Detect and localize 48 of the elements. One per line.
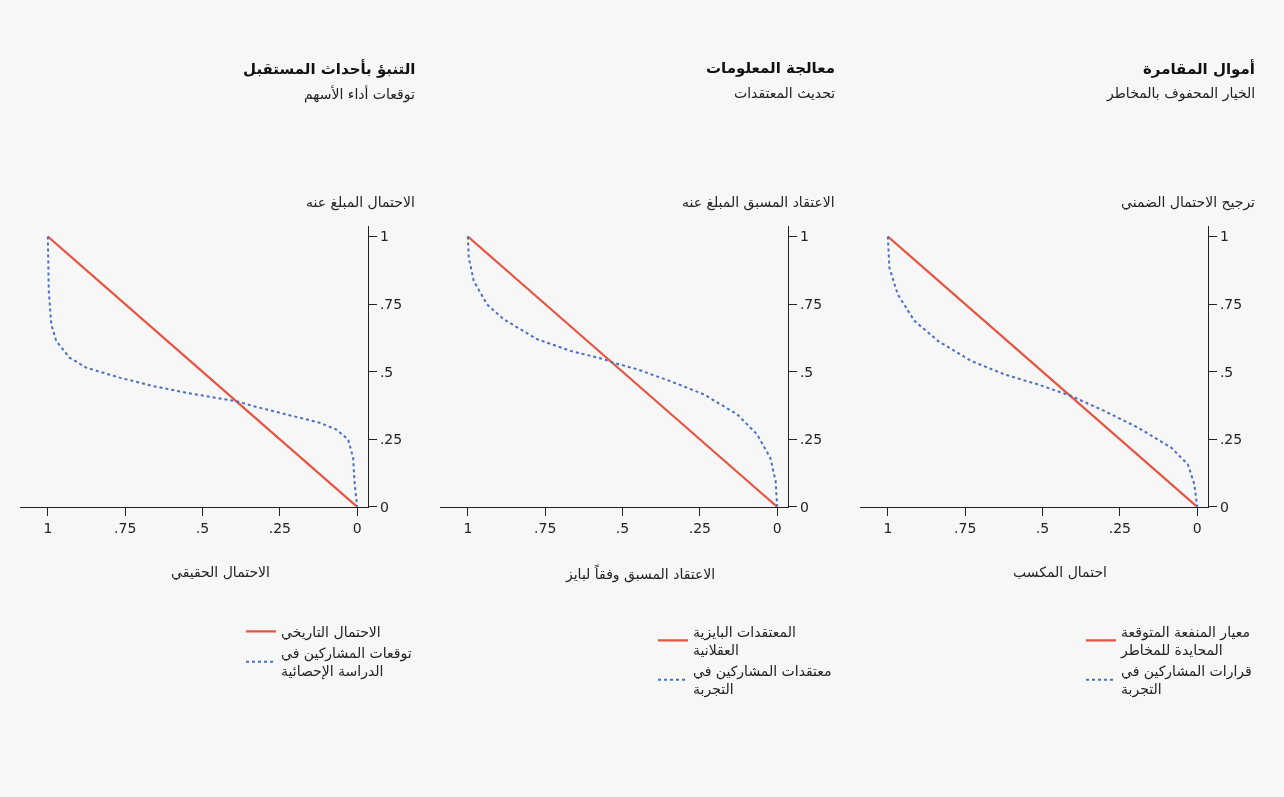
y-tick-label: .25 bbox=[1219, 431, 1243, 448]
y-tick-label: .5 bbox=[799, 363, 814, 380]
x-tick-label: .5 bbox=[615, 519, 630, 536]
y-axis-title: الاعتقاد المسبق المبلغ عنه bbox=[682, 194, 835, 211]
legend-label: الاحتمال التاريخي bbox=[281, 623, 381, 641]
y-tick-label: .25 bbox=[379, 431, 403, 448]
x-tick-label: .75 bbox=[954, 519, 977, 536]
y-tick-label: .75 bbox=[799, 296, 823, 313]
y-tick-label: 0 bbox=[799, 498, 809, 515]
chart-subtitle: توقعات أداء الأسهم bbox=[304, 85, 415, 103]
legend-label: معتقدات المشاركين في التجربة bbox=[693, 663, 832, 699]
y-tick-label: .75 bbox=[379, 296, 403, 313]
x-tick-label: .75 bbox=[534, 519, 557, 536]
x-tick-label: 0 bbox=[1192, 519, 1202, 536]
y-tick-label: 0 bbox=[379, 498, 389, 515]
y-tick-label: 0 bbox=[1219, 498, 1229, 515]
x-tick-label: 1 bbox=[883, 519, 893, 536]
chart-title: معالجة المعلومات bbox=[706, 59, 835, 77]
chart-title: أموال المقامرة bbox=[1143, 59, 1255, 78]
x-tick-label: .5 bbox=[1035, 519, 1050, 536]
legend-label: المعتقدات البايزية العقلانية bbox=[693, 623, 796, 659]
x-tick-label: 0 bbox=[772, 519, 782, 536]
x-tick-label: .75 bbox=[114, 519, 137, 536]
y-axis-title: ترجيح الاحتمال الضمني bbox=[1121, 194, 1256, 211]
x-axis-title: الاعتقاد المسبق وفقاً لبايز bbox=[565, 564, 716, 584]
y-axis-title: الاحتمال المبلغ عنه bbox=[306, 194, 415, 211]
legend-label: معيار المنفعة المتوقعة المحايدة للمخاطر bbox=[1120, 623, 1250, 660]
x-tick-label: .25 bbox=[688, 519, 711, 536]
y-tick-label: 1 bbox=[799, 228, 809, 245]
x-tick-label: 0 bbox=[352, 519, 362, 536]
x-tick-label: 1 bbox=[463, 519, 473, 536]
y-tick-label: .75 bbox=[1219, 296, 1243, 313]
y-tick-label: .25 bbox=[799, 431, 823, 448]
x-axis-title: الاحتمال الحقيقي bbox=[171, 564, 270, 581]
chart-title: التنبؤ بأحداث المستقبل bbox=[243, 59, 416, 78]
y-tick-label: 1 bbox=[379, 228, 389, 245]
chart-subtitle: تحديث المعتقدات bbox=[734, 85, 836, 101]
y-tick-label: .5 bbox=[379, 363, 394, 380]
y-tick-label: .5 bbox=[1219, 363, 1234, 380]
legend-label: قرارات المشاركين في التجربة bbox=[1121, 663, 1252, 699]
x-tick-label: .25 bbox=[268, 519, 291, 536]
x-axis-title: احتمال المكسب bbox=[1013, 564, 1107, 580]
chart-subtitle: الخيار المحفوف بالمخاطر bbox=[1106, 85, 1256, 102]
x-tick-label: .25 bbox=[1108, 519, 1131, 536]
x-tick-label: .5 bbox=[195, 519, 210, 536]
x-tick-label: 1 bbox=[43, 519, 53, 536]
legend-label: توقعات المشاركين في الدراسة الإحصائية bbox=[281, 645, 412, 681]
y-tick-label: 1 bbox=[1219, 228, 1229, 245]
